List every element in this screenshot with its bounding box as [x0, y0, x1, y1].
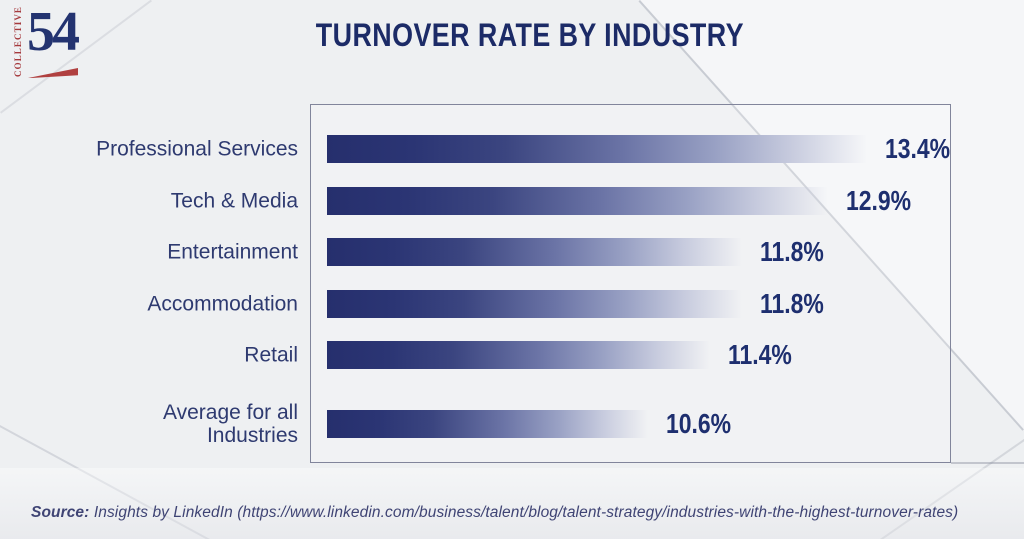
logo-vertical-text: COLLECTIVE: [13, 5, 23, 77]
category-label: Professional Services: [96, 137, 298, 161]
bar: [327, 410, 648, 438]
chart-title-container: TURNOVER RATE BY INDUSTRY: [260, 14, 800, 56]
bar: [327, 290, 742, 318]
category-label: Entertainment: [167, 240, 298, 264]
bar: [327, 135, 867, 163]
value-label: 11.4%: [728, 339, 792, 370]
value-label: 11.8%: [760, 236, 824, 267]
collective54-logo: COLLECTIVE 54: [13, 1, 103, 83]
value-label: 13.4%: [885, 133, 951, 164]
chart-title: TURNOVER RATE BY INDUSTRY: [315, 16, 745, 53]
category-label: Average for all Industries: [162, 401, 298, 447]
logo-swoosh-shape: [28, 68, 78, 78]
value-label: 10.6%: [666, 408, 732, 439]
logo-number: 54: [27, 1, 80, 63]
value-label: 12.9%: [846, 185, 912, 216]
source-label: Source:: [31, 504, 90, 521]
category-label: Tech & Media: [170, 189, 298, 213]
category-label: Retail: [244, 343, 298, 367]
background-fold-line: [951, 462, 1024, 464]
source-text: Insights by LinkedIn (https://www.linked…: [89, 504, 959, 521]
chart-plot-area: [310, 104, 951, 463]
bar: [327, 187, 828, 215]
bar: [327, 238, 742, 266]
value-label: 11.8%: [760, 288, 824, 319]
source-citation: Source: Insights by LinkedIn (https://ww…: [31, 504, 1011, 522]
bar: [327, 341, 710, 369]
category-label: Accommodation: [147, 292, 298, 316]
